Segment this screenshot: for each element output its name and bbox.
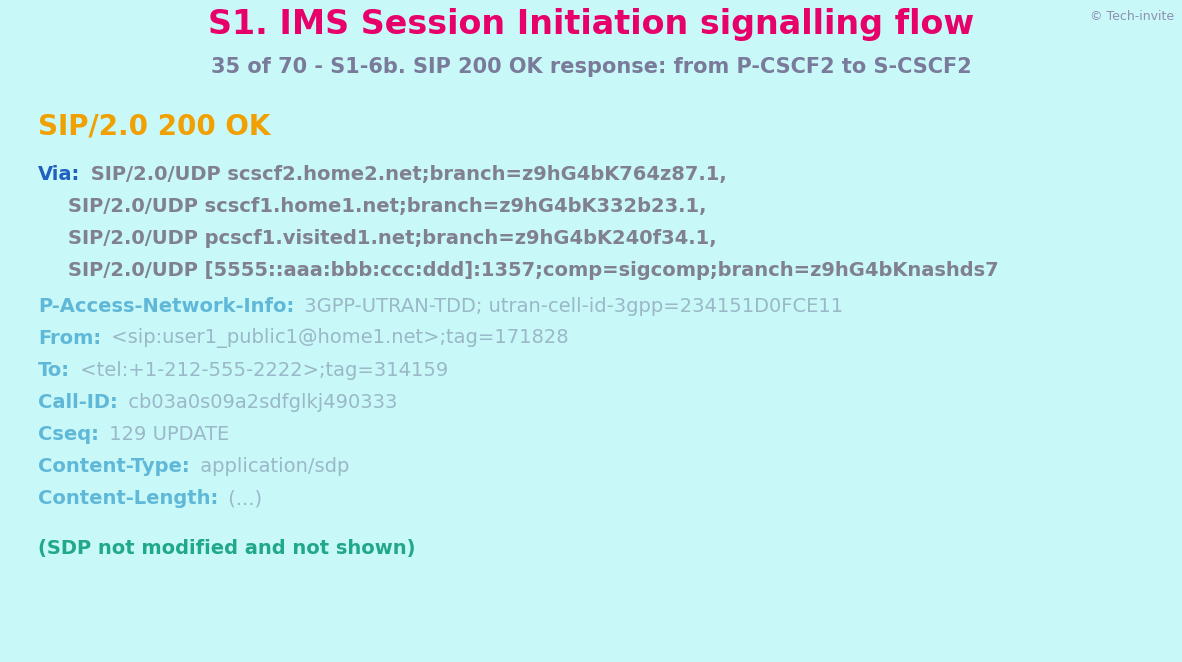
- Text: SIP/2.0/UDP scscf1.home1.net;branch=z9hG4bK332b23.1,: SIP/2.0/UDP scscf1.home1.net;branch=z9hG…: [69, 197, 707, 216]
- Text: P-Access-Network-Info:: P-Access-Network-Info:: [38, 297, 294, 316]
- Text: <sip:user1_public1@home1.net>;tag=171828: <sip:user1_public1@home1.net>;tag=171828: [105, 328, 569, 348]
- Text: © Tech-invite: © Tech-invite: [1090, 11, 1174, 23]
- Text: Via:: Via:: [38, 165, 80, 183]
- Text: SIP/2.0 200 OK: SIP/2.0 200 OK: [38, 112, 271, 140]
- Text: From:: From:: [38, 329, 102, 348]
- Text: Content-Length:: Content-Length:: [38, 489, 219, 508]
- Text: <tel:+1-212-555-2222>;tag=314159: <tel:+1-212-555-2222>;tag=314159: [74, 361, 448, 380]
- Text: 35 of 70 - S1-6b. SIP 200 OK response: from P-CSCF2 to S-CSCF2: 35 of 70 - S1-6b. SIP 200 OK response: f…: [210, 57, 972, 77]
- Text: S1. IMS Session Initiation signalling flow: S1. IMS Session Initiation signalling fl…: [208, 7, 974, 40]
- Text: application/sdp: application/sdp: [194, 457, 349, 476]
- Text: SIP/2.0/UDP pcscf1.visited1.net;branch=z9hG4bK240f34.1,: SIP/2.0/UDP pcscf1.visited1.net;branch=z…: [69, 229, 716, 248]
- Text: To:: To:: [38, 361, 70, 380]
- Text: SIP/2.0/UDP scscf2.home2.net;branch=z9hG4bK764z87.1,: SIP/2.0/UDP scscf2.home2.net;branch=z9hG…: [84, 165, 727, 183]
- Text: 129 UPDATE: 129 UPDATE: [103, 425, 229, 444]
- Text: Cseq:: Cseq:: [38, 425, 99, 444]
- Text: cb03a0s09a2sdfglkj490333: cb03a0s09a2sdfglkj490333: [122, 393, 397, 412]
- Text: Content-Type:: Content-Type:: [38, 457, 189, 476]
- Text: Call-ID:: Call-ID:: [38, 393, 118, 412]
- Text: (SDP not modified and not shown): (SDP not modified and not shown): [38, 540, 416, 558]
- Text: SIP/2.0/UDP [5555::aaa:bbb:ccc:ddd]:1357;comp=sigcomp;branch=z9hG4bKnashds7: SIP/2.0/UDP [5555::aaa:bbb:ccc:ddd]:1357…: [69, 261, 999, 280]
- Text: 3GPP-UTRAN-TDD; utran-cell-id-3gpp=234151D0FCE11: 3GPP-UTRAN-TDD; utran-cell-id-3gpp=23415…: [298, 297, 844, 316]
- Text: (...): (...): [222, 489, 262, 508]
